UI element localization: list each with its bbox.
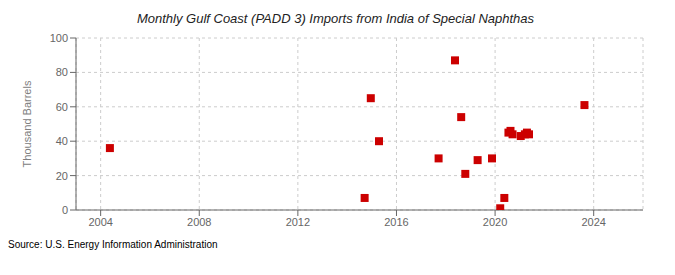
html-text:Source: U.S. Energy Informatio: Source: U.S. Energy Information Administ… xyxy=(8,239,218,250)
svg-text:80: 80 xyxy=(56,66,68,78)
svg-text:0: 0 xyxy=(62,204,68,216)
svg-text:Thousand Barrels: Thousand Barrels xyxy=(21,80,33,167)
svg-text:60: 60 xyxy=(56,101,68,113)
svg-text:2004: 2004 xyxy=(88,216,112,228)
html-text:Monthly Gulf Coast (PADD 3) Im: Monthly Gulf Coast (PADD 3) Imports from… xyxy=(136,11,535,26)
svg-text:20: 20 xyxy=(56,170,68,182)
svg-text:2012: 2012 xyxy=(286,216,310,228)
svg-text:2008: 2008 xyxy=(187,216,211,228)
svg-text:100: 100 xyxy=(50,32,68,44)
svg-text:2016: 2016 xyxy=(384,216,408,228)
svg-text:40: 40 xyxy=(56,135,68,147)
svg-text:2024: 2024 xyxy=(581,216,605,228)
svg-text:2020: 2020 xyxy=(483,216,507,228)
